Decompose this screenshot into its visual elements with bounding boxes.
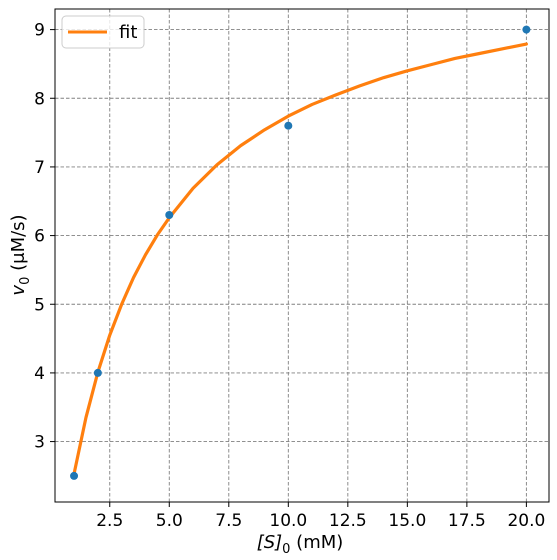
data-point [93,368,102,377]
fit-curve [72,42,528,476]
x-tick-label: 20.0 [507,511,545,531]
data-point [70,471,79,480]
data-point [165,210,174,219]
x-tick-label: 17.5 [448,511,486,531]
x-tick-label: 12.5 [329,511,367,531]
y-tick-label: 4 [34,364,45,384]
x-axis-label-tail: (mM) [290,532,343,553]
plot-background [55,9,549,502]
y-tick-label: 6 [34,227,45,247]
y-tick-label: 8 [34,89,45,109]
y-axis-label-tail: (μM/s) [8,214,29,276]
x-axis-label-main: [S] [257,532,282,553]
x-tick-label: 5.0 [156,511,183,531]
legend: fit [61,15,145,49]
plot-frame [54,8,550,503]
y-axis-label: v0 (μM/s) [8,214,33,295]
y-tick-label: 5 [34,295,45,315]
x-tick-label: 10.0 [269,511,307,531]
x-tick-label: 15.0 [388,511,426,531]
y-tick-label: 3 [34,433,45,453]
y-tick-label: 9 [34,21,45,41]
y-axis-label-sub: 0 [18,277,33,285]
x-axis-label-sub: 0 [282,542,290,557]
x-ticks: 2.5 5.0 7.5 10.0 12.5 15.0 17.5 20.0 [96,502,545,531]
y-axis-label-main: v [8,285,29,296]
x-axis-label: [S]0 (mM) [257,532,344,557]
legend-fit-label: fit [119,22,137,43]
x-tick-label: 2.5 [96,511,123,531]
data-point [284,121,293,130]
points-layer [70,25,531,480]
x-tick-label: 7.5 [215,511,242,531]
data-point [522,25,531,34]
fit-layer [72,42,528,476]
y-tick-label: 7 [34,158,45,178]
y-ticks: 3 4 5 6 7 8 9 [34,21,55,453]
